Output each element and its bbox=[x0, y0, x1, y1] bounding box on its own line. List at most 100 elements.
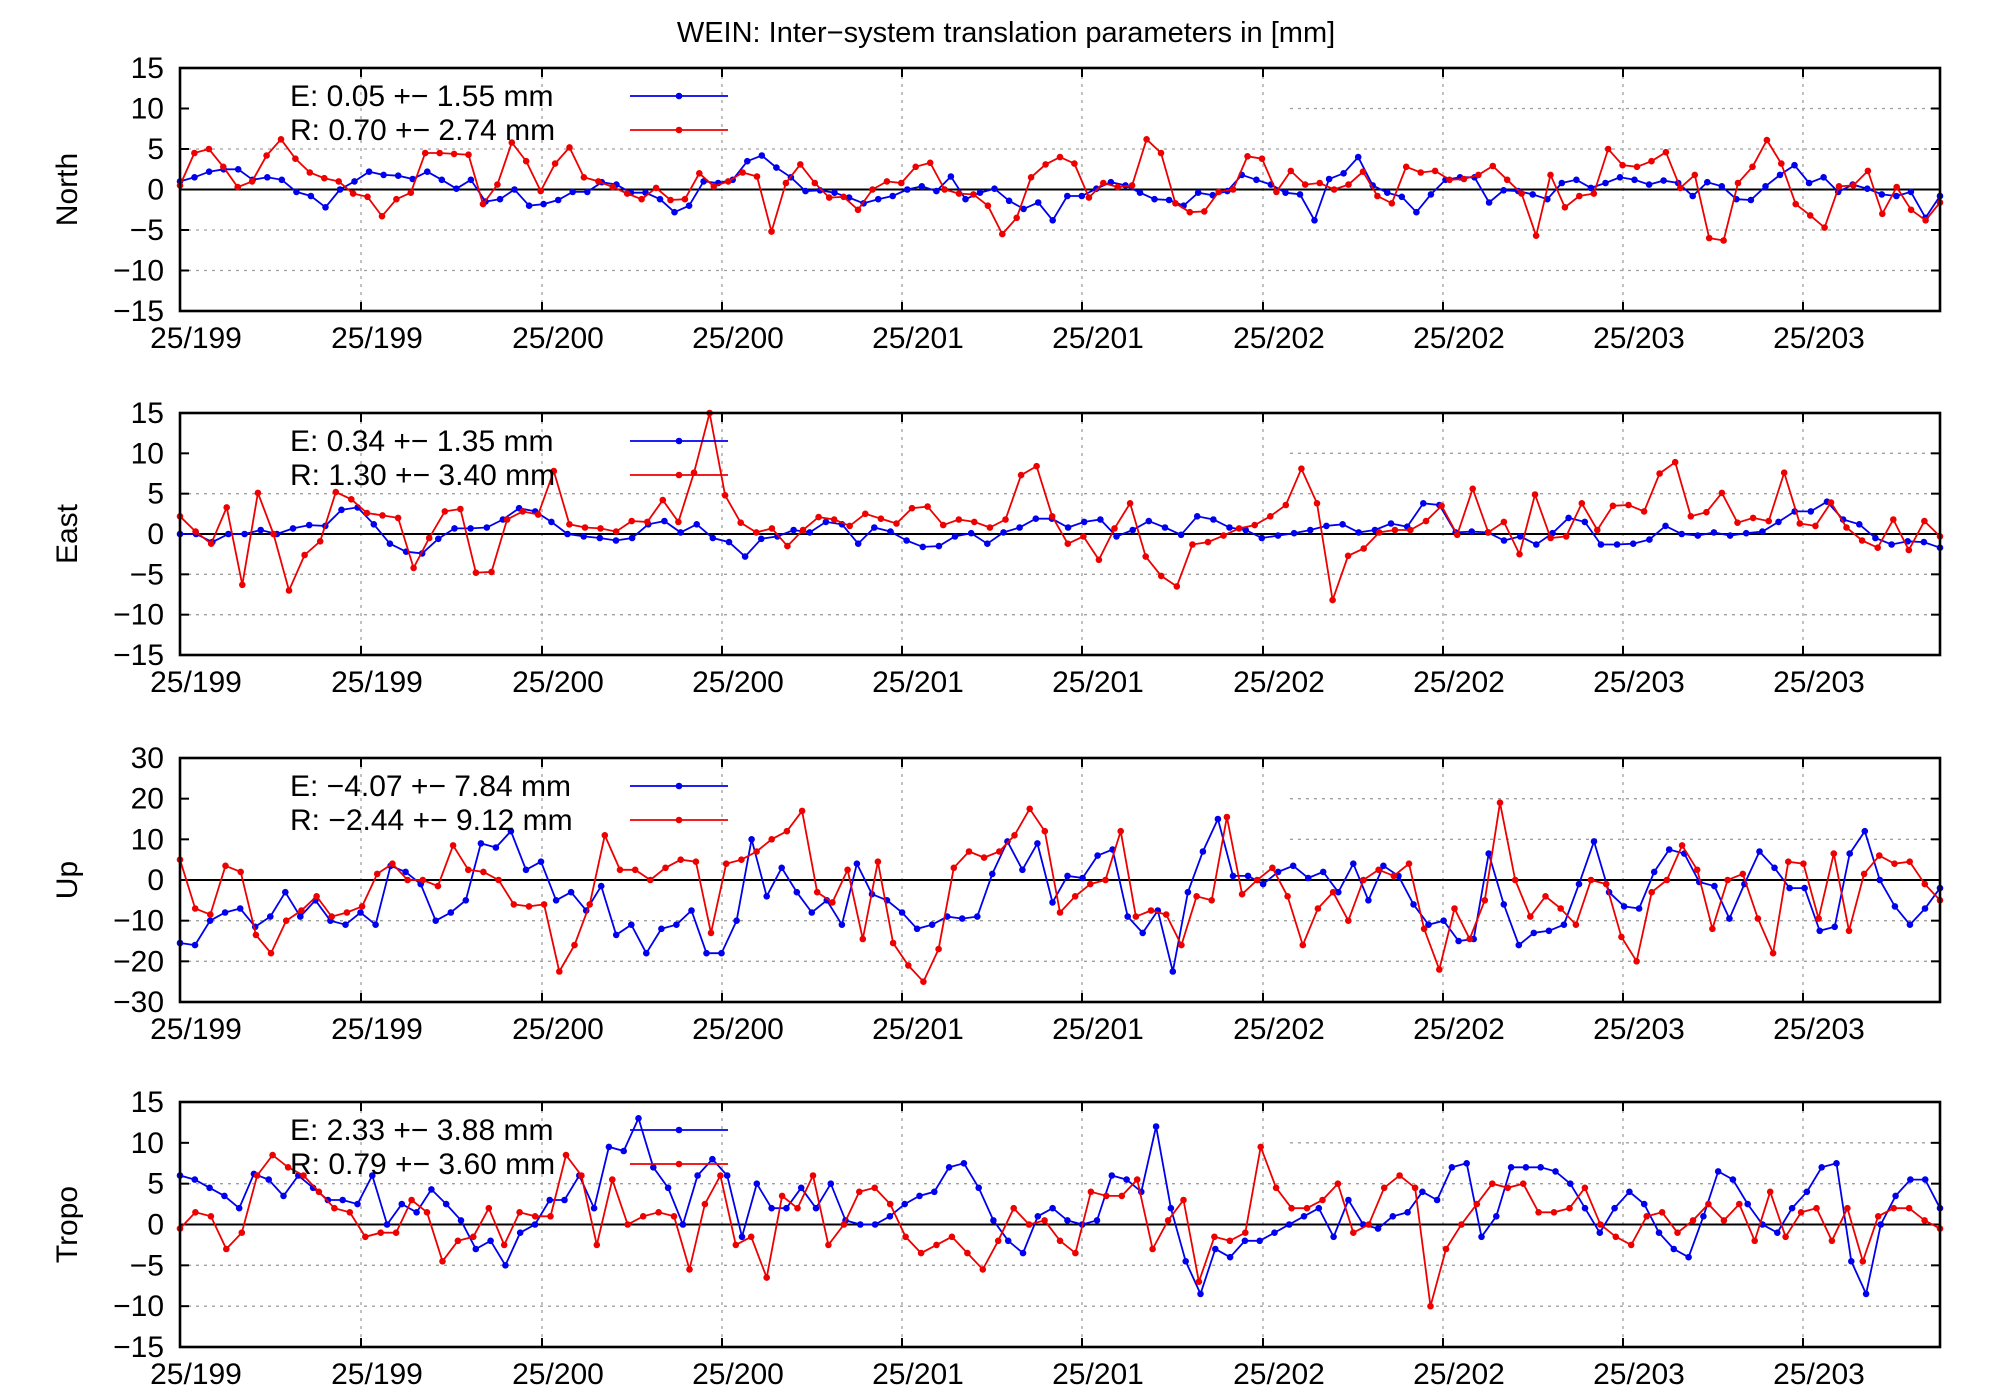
y-tick-label: 0 bbox=[147, 174, 164, 207]
data-point bbox=[783, 1204, 790, 1212]
y-axis-label: Up bbox=[51, 861, 84, 899]
data-point bbox=[1108, 1172, 1116, 1179]
data-point bbox=[1656, 470, 1663, 477]
x-tick-label: 25/200 bbox=[692, 322, 784, 355]
data-point bbox=[898, 909, 906, 916]
data-point bbox=[315, 1188, 323, 1196]
data-point bbox=[661, 517, 668, 525]
data-point bbox=[1365, 897, 1372, 904]
data-point bbox=[1319, 1196, 1326, 1204]
data-point bbox=[1816, 927, 1823, 935]
data-point bbox=[965, 848, 973, 855]
data-point bbox=[424, 168, 431, 175]
data-point bbox=[747, 1233, 755, 1241]
data-point bbox=[1118, 1192, 1126, 1200]
data-point bbox=[531, 1213, 539, 1220]
data-point bbox=[331, 1204, 338, 1212]
data-point bbox=[472, 1245, 480, 1253]
data-point bbox=[1034, 1213, 1042, 1220]
data-point bbox=[1687, 513, 1695, 520]
data-point bbox=[857, 1221, 864, 1228]
data-point bbox=[1390, 872, 1398, 880]
data-point bbox=[1907, 188, 1915, 196]
data-point bbox=[1167, 1204, 1175, 1212]
data-point bbox=[1398, 193, 1406, 201]
data-point bbox=[507, 827, 515, 835]
data-point bbox=[207, 1213, 215, 1220]
x-tick-label: 25/203 bbox=[1593, 666, 1685, 699]
data-point bbox=[1314, 905, 1322, 912]
data-point bbox=[1034, 840, 1041, 847]
data-point bbox=[859, 935, 867, 943]
data-point bbox=[322, 204, 329, 211]
data-point bbox=[1581, 518, 1589, 526]
y-axis-label: Tropo bbox=[51, 1186, 84, 1263]
data-point bbox=[1316, 179, 1323, 187]
data-point bbox=[1906, 921, 1914, 928]
data-point bbox=[343, 909, 351, 916]
data-point bbox=[1300, 1213, 1308, 1220]
data-point bbox=[1210, 516, 1217, 523]
data-point bbox=[465, 866, 472, 874]
data-point bbox=[221, 1192, 228, 1200]
data-point bbox=[886, 1213, 894, 1220]
data-point bbox=[1071, 893, 1079, 900]
data-point bbox=[436, 149, 444, 157]
legend-label-e: E: −4.07 +− 7.84 mm bbox=[290, 770, 571, 803]
data-point bbox=[1703, 508, 1710, 516]
data-point bbox=[540, 901, 548, 908]
legend-label-e: E: 0.05 +− 1.55 mm bbox=[290, 80, 553, 113]
data-point bbox=[472, 569, 480, 576]
data-point bbox=[496, 195, 504, 203]
data-point bbox=[784, 542, 791, 550]
data-point bbox=[768, 836, 775, 843]
data-point bbox=[1013, 214, 1020, 222]
data-point bbox=[1529, 191, 1536, 198]
data-point bbox=[238, 1229, 246, 1236]
data-point bbox=[1718, 183, 1726, 190]
data-point bbox=[1643, 1213, 1650, 1220]
data-point bbox=[1691, 171, 1699, 179]
y-tick-label: 0 bbox=[147, 864, 164, 897]
data-point bbox=[1049, 1204, 1056, 1212]
data-point bbox=[1573, 176, 1580, 184]
data-point bbox=[1380, 862, 1387, 870]
data-point bbox=[1269, 864, 1276, 872]
data-point bbox=[1815, 915, 1822, 922]
data-point bbox=[967, 529, 975, 537]
data-point bbox=[1694, 532, 1702, 539]
data-point bbox=[980, 854, 988, 861]
chart-title: WEIN: Inter−system translation parameter… bbox=[677, 17, 1335, 49]
data-point bbox=[1921, 905, 1929, 912]
data-point bbox=[1532, 232, 1540, 239]
data-point bbox=[370, 521, 378, 528]
data-point bbox=[1481, 897, 1489, 904]
data-point bbox=[191, 1176, 199, 1183]
data-point bbox=[1272, 1184, 1280, 1192]
data-point bbox=[1407, 526, 1414, 534]
data-point bbox=[241, 530, 248, 538]
data-point bbox=[1330, 1233, 1337, 1241]
data-point bbox=[1797, 1209, 1805, 1216]
data-point bbox=[758, 535, 765, 543]
data-point bbox=[1056, 909, 1064, 916]
data-point bbox=[1165, 196, 1173, 204]
data-point bbox=[1304, 874, 1312, 882]
data-point bbox=[1650, 868, 1658, 876]
data-point bbox=[1689, 192, 1696, 200]
y-tick-label: 10 bbox=[131, 93, 164, 126]
data-point bbox=[1724, 876, 1731, 884]
data-point bbox=[1612, 1233, 1620, 1241]
data-point bbox=[1560, 921, 1568, 928]
data-point bbox=[1340, 170, 1347, 177]
data-point bbox=[1635, 905, 1643, 912]
legend-label-e: E: 2.33 +− 3.88 mm bbox=[290, 1114, 553, 1147]
data-point bbox=[1064, 192, 1071, 200]
data-point bbox=[628, 534, 636, 542]
data-point bbox=[1072, 1249, 1079, 1257]
data-point bbox=[207, 540, 215, 547]
data-point bbox=[492, 844, 500, 851]
data-point bbox=[451, 525, 458, 532]
x-tick-label: 25/201 bbox=[1052, 1013, 1144, 1046]
data-point bbox=[467, 525, 474, 532]
